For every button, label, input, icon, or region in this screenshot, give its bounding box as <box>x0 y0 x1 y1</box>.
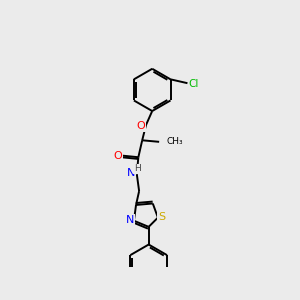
Text: CH₃: CH₃ <box>167 137 184 146</box>
Text: N: N <box>126 215 134 225</box>
Text: O: O <box>136 121 145 131</box>
Text: S: S <box>158 212 165 222</box>
Text: N: N <box>127 168 135 178</box>
Text: H: H <box>134 164 141 173</box>
Text: Cl: Cl <box>188 79 199 89</box>
Text: O: O <box>113 151 122 161</box>
